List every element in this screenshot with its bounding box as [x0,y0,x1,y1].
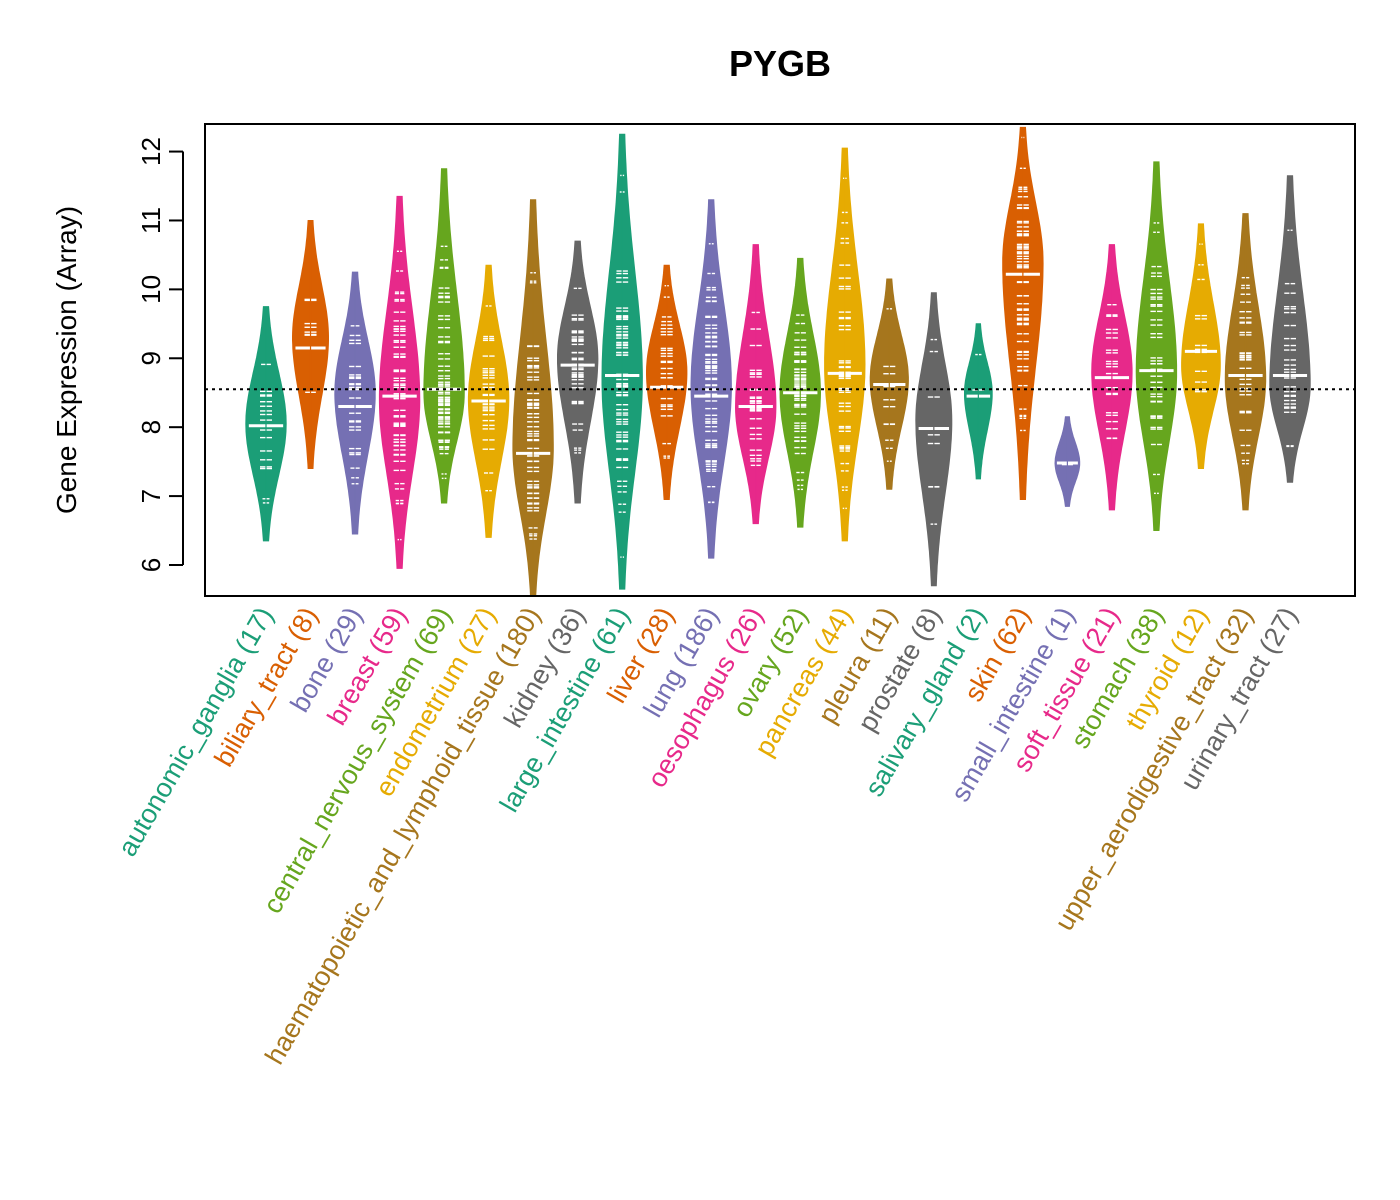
y-axis: 6 7 8 9 10 11 12 [136,137,184,572]
y-tick-label: 6 [136,558,166,572]
y-tick-label: 7 [136,489,166,503]
violin-soft_tissue [1091,244,1133,511]
y-tick-label: 10 [136,275,166,304]
violin-thyroid [1181,223,1221,469]
violin-ovary [779,257,822,528]
y-tick-label: 11 [136,207,166,234]
y-tick-label: 9 [136,351,166,365]
y-tick-label: 12 [136,137,166,166]
violin-oesophagus [734,244,777,525]
chart-title: PYGB [729,43,831,84]
violin-large_intestine [601,133,643,590]
violin-salivary_gland [964,323,993,480]
violin-skin [1002,126,1044,500]
violin-lung [690,199,732,559]
y-tick-label: 8 [136,420,166,434]
plot-frame [204,123,1356,597]
violin-prostate [915,292,953,587]
y-axis-label: Gene Expression (Array) [51,206,82,514]
violin-central_nervous_system [423,168,465,504]
violin-autonomic_ganglia [245,306,287,542]
violin-urinary_tract [1269,175,1311,483]
violin-pancreas [824,147,866,542]
violin-breast [378,195,421,569]
violin-biliary_tract [292,220,329,469]
violin-upper_aerodigestive_tract [1224,213,1267,511]
violin-series [245,126,1311,597]
violin-haematopoietic_and_lymphoid_tissue [512,199,554,597]
violin-endometrium [467,264,510,538]
violin-bone [334,271,376,535]
violin-liver [646,264,688,500]
violin-pleura [869,278,909,490]
violin-kidney [557,240,599,504]
violin-stomach [1135,161,1178,531]
violin-small_intestine [1054,416,1081,507]
category-labels: autonomic_ganglia (17)biliary_tract (8)b… [112,602,1303,1069]
